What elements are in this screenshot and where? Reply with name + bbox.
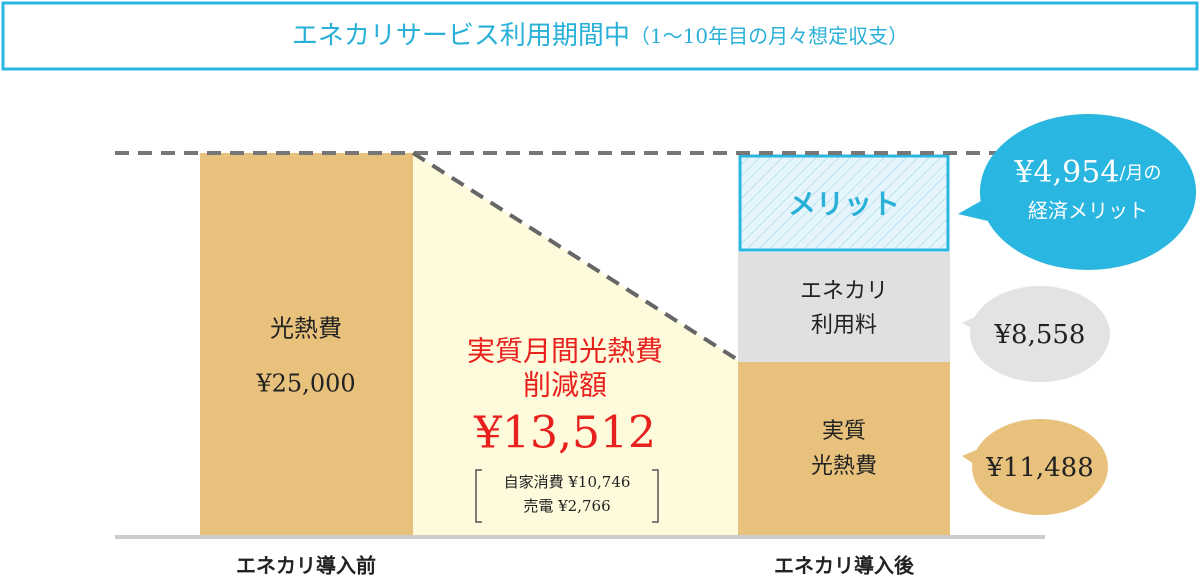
cost-label: 光熱費 [811,454,877,479]
before-bar-label: 光熱費 [270,315,342,343]
merit-unit: /月の [1119,163,1161,184]
cost-bubble [972,419,1108,515]
title: エネカリサービス利用期間中（1〜10年目の月々想定収支） [292,21,908,51]
before-bar [200,153,413,536]
merit-bubble [980,114,1196,270]
merit-bubble-amount: ¥4,954/月の [1013,155,1161,190]
cost-label: 実質 [822,419,866,444]
breakdown-label: 自家消費 [504,473,564,491]
reduction-area [413,153,738,536]
fee-bar [738,252,950,363]
cost-bubble-amount: ¥11,488 [985,453,1094,483]
fee-bubble [970,286,1110,382]
breakdown-amount: ¥10,746 [567,473,630,491]
bracket [475,469,659,523]
breakdown-amount: ¥2,766 [557,497,611,515]
after-label: エネカリ導入後 [774,554,915,578]
reduction-title: 削減額 [523,369,607,402]
fee-bubble-amount: ¥8,558 [994,320,1086,350]
reduction-line [411,151,740,362]
title-sub: （1〜10年目の月々想定収支） [630,24,908,48]
cost-bar [738,362,950,536]
merit-bubble-text: 経済メリット [1028,199,1148,223]
breakdown-label: 売電 [523,497,553,515]
fee-label: 利用料 [811,313,877,338]
fee-label: エネカリ [800,279,888,304]
reduction-amount: ¥13,512 [473,408,656,459]
title-main: エネカリサービス利用期間中 [292,21,630,51]
breakdown: 自家消費 ¥10,746 [504,473,631,491]
merit-amount: ¥4,954 [1013,155,1119,190]
merit-label: メリット [788,188,900,221]
merit-bar [738,154,950,252]
breakdown: 売電 ¥2,766 [523,497,610,515]
before-label: エネカリ導入前 [236,554,376,578]
before-amount: ¥25,000 [255,370,355,398]
reduction-title: 実質月間光熱費 [467,335,663,368]
title-box [1,1,1199,71]
